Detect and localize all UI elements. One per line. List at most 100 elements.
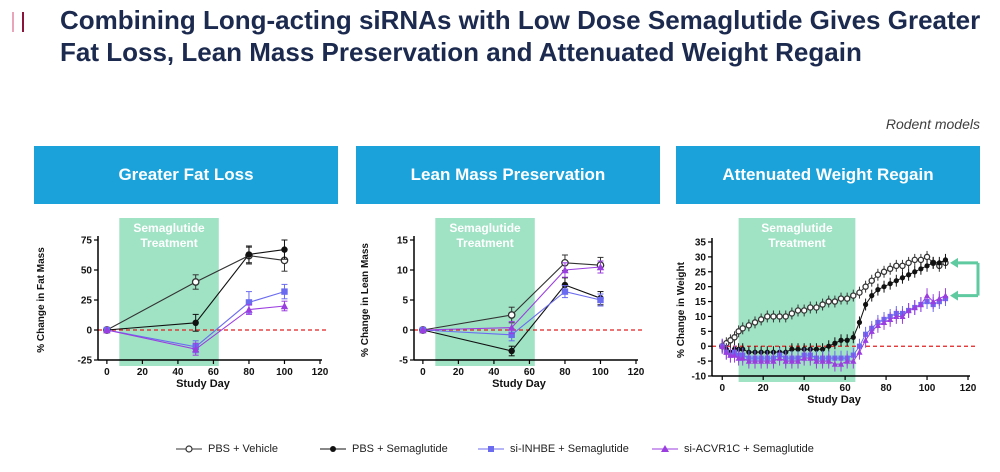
treatment-label: Treatment	[456, 236, 513, 250]
treatment-label: Semaglutide	[449, 221, 521, 235]
series-3	[419, 260, 605, 335]
data-point	[782, 313, 789, 320]
x-tick-label: 60	[524, 367, 536, 378]
data-point	[745, 322, 753, 329]
data-point	[899, 275, 906, 281]
data-point	[826, 343, 832, 349]
data-point	[801, 355, 808, 361]
filled-circle-icon	[320, 446, 346, 452]
data-point	[800, 307, 808, 314]
data-point	[795, 346, 801, 352]
y-tick-label: 0	[700, 342, 706, 353]
data-point	[751, 319, 759, 326]
panel-header-fat-loss: Greater Fat Loss	[34, 146, 338, 204]
data-point	[837, 360, 845, 367]
data-point	[923, 292, 931, 299]
y-tick-label: 15	[397, 236, 409, 247]
y-tick-label: -5	[399, 356, 408, 367]
data-point	[245, 299, 253, 306]
data-point	[843, 295, 851, 302]
data-point	[764, 313, 771, 320]
data-point	[758, 358, 765, 364]
legend-label: PBS + Semaglutide	[352, 443, 448, 455]
series-0	[718, 250, 949, 353]
data-point	[807, 355, 814, 361]
data-point	[794, 307, 802, 314]
data-point	[844, 337, 850, 343]
series-line	[106, 249, 285, 331]
legend-label: si-ACVR1C + Semaglutide	[684, 443, 814, 455]
data-point	[862, 283, 869, 290]
y-tick-label: 5	[402, 296, 408, 307]
data-point	[727, 337, 734, 344]
data-point	[893, 278, 899, 284]
y-tick-label: -5	[697, 357, 706, 368]
data-point	[850, 358, 857, 364]
data-point	[868, 328, 875, 334]
y-tick-label: -10	[692, 372, 707, 383]
x-tick-label: 120	[960, 383, 977, 394]
accent-bar-dark	[22, 12, 24, 32]
x-tick-label: 80	[559, 367, 571, 378]
legend-item-si-inhbe: si-INHBE + Semaglutide	[478, 443, 629, 455]
data-point	[735, 328, 742, 335]
data-point	[917, 256, 925, 264]
data-point	[745, 358, 752, 364]
data-point	[281, 246, 288, 253]
data-point	[735, 355, 742, 361]
series-line	[422, 284, 601, 352]
data-point	[844, 358, 851, 364]
data-point	[856, 319, 863, 325]
data-point	[770, 358, 777, 364]
series-1	[103, 239, 288, 334]
x-axis-label: Study Day	[807, 394, 862, 406]
data-point	[869, 293, 875, 299]
data-point	[880, 319, 888, 325]
data-point	[831, 360, 838, 367]
data-point	[838, 337, 844, 343]
data-point	[819, 358, 826, 364]
data-point	[942, 257, 949, 263]
data-point	[813, 358, 820, 364]
data-point	[930, 298, 937, 305]
data-point	[923, 253, 931, 261]
data-point	[764, 358, 771, 364]
x-tick-label: 40	[488, 367, 500, 378]
treatment-band	[435, 218, 535, 366]
data-point	[893, 262, 900, 270]
data-point	[788, 358, 795, 364]
legend-label: PBS + Vehicle	[208, 443, 279, 455]
x-tick-label: 120	[312, 367, 329, 378]
x-tick-label: 0	[420, 367, 426, 378]
panel-header-label: Lean Mass Preservation	[410, 165, 606, 184]
x-tick-label: 100	[276, 367, 293, 378]
data-point	[893, 313, 900, 320]
y-axis-label: % Change in Fat Mass	[36, 247, 47, 353]
y-tick-label: 20	[695, 282, 707, 293]
data-point	[856, 289, 863, 296]
data-point	[561, 281, 569, 289]
y-axis-label: % Change in Weight	[676, 261, 687, 358]
data-point	[561, 288, 569, 295]
x-tick-label: 20	[137, 367, 149, 378]
data-point	[832, 340, 838, 346]
y-tick-label: 10	[695, 312, 707, 323]
treatment-label: Treatment	[768, 236, 825, 250]
data-point	[757, 316, 765, 323]
data-point	[727, 352, 734, 358]
x-tick-label: 0	[104, 367, 110, 378]
square-icon	[478, 446, 504, 452]
open-circle-icon	[176, 445, 202, 453]
y-tick-label: 0	[86, 326, 92, 337]
data-point	[813, 304, 820, 311]
data-point	[191, 278, 200, 286]
data-point	[807, 304, 814, 311]
data-point	[739, 355, 746, 361]
data-point	[862, 337, 869, 343]
series-line	[422, 262, 601, 331]
panel-header-label: Attenuated Weight Regain	[722, 165, 934, 184]
data-point	[280, 302, 289, 310]
